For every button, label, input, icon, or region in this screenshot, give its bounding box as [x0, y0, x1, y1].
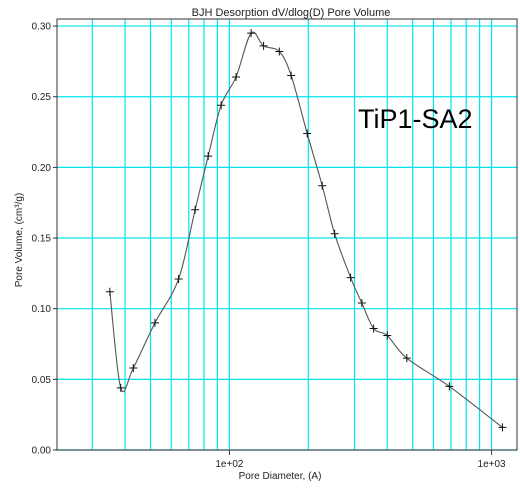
data-point-marker	[498, 423, 507, 432]
data-point-marker	[275, 47, 284, 56]
data-point-marker	[105, 287, 114, 296]
x-axis-label: Pore Diameter, (A)	[239, 471, 322, 482]
data-point-marker	[204, 152, 213, 161]
series	[105, 29, 507, 432]
y-tick-label: 0.25	[32, 92, 52, 103]
ticks: 0.00 0.05 0.10 0.15 0.20 0.25 0.30 1e+02 1e+03	[32, 22, 507, 470]
data-point-marker	[150, 318, 159, 327]
data-point-marker	[116, 383, 125, 392]
annotation-label: TiP1-SA2	[358, 104, 473, 134]
data-point-marker	[330, 229, 339, 238]
data-point-marker	[402, 354, 411, 363]
plot-frame	[56, 18, 518, 451]
x-tick-label: 1e+03	[478, 459, 507, 470]
chart-title: BJH Desorption dV/dlog(D) Pore Volume	[192, 7, 391, 19]
data-point-marker	[174, 275, 183, 284]
data-point-marker	[247, 29, 256, 38]
data-point-marker	[445, 382, 454, 391]
data-point-marker	[383, 331, 392, 340]
data-point-marker	[287, 71, 296, 80]
data-point-marker	[318, 181, 327, 190]
y-axis-label: Pore Volume, (cm³/g)	[14, 193, 25, 287]
data-point-marker	[232, 72, 241, 81]
y-tick-label: 0.00	[32, 446, 52, 457]
y-tick-label: 0.30	[32, 22, 52, 33]
y-tick-label: 0.15	[32, 234, 52, 245]
data-point-marker	[259, 41, 268, 50]
data-point-marker	[369, 324, 378, 333]
data-point-marker	[217, 101, 226, 110]
y-tick-label: 0.10	[32, 304, 52, 315]
y-tick-label: 0.20	[32, 163, 52, 174]
data-point-marker	[303, 129, 312, 138]
x-tick-label: 1e+02	[215, 459, 244, 470]
y-tick-label: 0.05	[32, 375, 52, 386]
data-point-marker	[129, 364, 138, 373]
data-point-marker	[357, 299, 366, 308]
data-point-marker	[346, 273, 355, 282]
data-point-marker	[191, 205, 200, 214]
